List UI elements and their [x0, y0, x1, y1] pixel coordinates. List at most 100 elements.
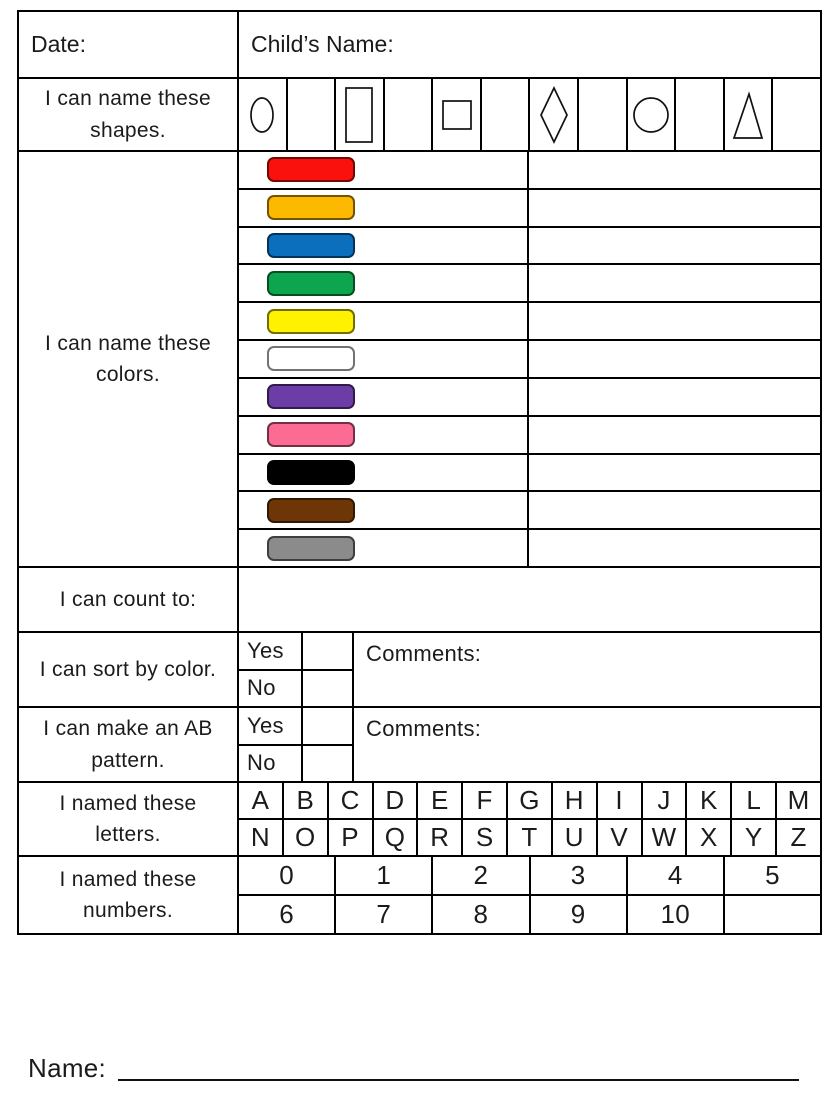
ab-pattern-row: I can make an AB pattern. Yes No Comment… — [19, 706, 820, 781]
letter-cell-R[interactable]: R — [416, 820, 461, 855]
letter-cell-P[interactable]: P — [326, 820, 372, 855]
shape-cell-oval — [239, 79, 286, 150]
letter-cell-D[interactable]: D — [371, 783, 417, 818]
color-row-green — [239, 263, 820, 302]
oval-icon — [250, 96, 275, 133]
number-cell-5[interactable]: 5 — [722, 857, 820, 894]
purple-swatch-cell — [239, 379, 527, 415]
number-cell-10[interactable]: 10 — [625, 896, 723, 933]
green-answer-cell[interactable] — [527, 265, 820, 302]
letter-cell-I[interactable]: I — [595, 783, 641, 818]
letter-cell-O[interactable]: O — [281, 820, 327, 855]
letter-cell-F[interactable]: F — [461, 783, 506, 818]
number-cell-7[interactable]: 7 — [334, 896, 431, 933]
shape-cell-circle — [625, 79, 675, 150]
yellow-answer-cell[interactable] — [527, 303, 820, 340]
brown-answer-cell[interactable] — [527, 492, 820, 529]
white-answer-cell[interactable] — [527, 341, 820, 377]
sort-no-checkbox[interactable] — [301, 670, 352, 706]
sort-by-color-row: I can sort by color. Yes No Comments: — [19, 631, 820, 706]
colors-grid — [237, 152, 820, 566]
letters-row-label: I named these letters. — [59, 791, 197, 847]
letter-cell-A[interactable]: A — [251, 785, 270, 815]
count-answer-cell[interactable] — [237, 568, 820, 631]
sort-comments-label: Comments: — [366, 641, 482, 666]
shape-answer-cell[interactable] — [285, 79, 335, 150]
ab-yes-checkbox[interactable] — [301, 708, 352, 744]
number-cell-0[interactable]: 0 — [279, 860, 294, 890]
diamond-icon — [539, 85, 568, 144]
assessment-table: Date: Child’s Name: I can name these sha… — [17, 10, 822, 935]
blue-answer-cell[interactable] — [527, 227, 820, 264]
letter-cell-E[interactable]: E — [416, 783, 461, 818]
letter-cell-T[interactable]: T — [506, 820, 551, 855]
square-icon — [441, 99, 472, 130]
black-answer-cell[interactable] — [527, 454, 820, 491]
letter-cell-N[interactable]: N — [250, 822, 270, 852]
child-name-field[interactable]: Child’s Name: — [237, 12, 820, 77]
orange-answer-cell[interactable] — [527, 189, 820, 226]
sort-row-label: I can sort by color. — [39, 657, 217, 681]
date-field[interactable]: Date: — [19, 12, 237, 77]
letter-cell-C[interactable]: C — [326, 783, 372, 818]
letter-cell-K[interactable]: K — [685, 783, 730, 818]
sort-comments-field[interactable]: Comments: — [352, 633, 820, 706]
ab-comments-label: Comments: — [366, 716, 482, 741]
letter-cell-M[interactable]: M — [775, 783, 820, 818]
purple-swatch — [267, 384, 355, 410]
letter-cell-Y[interactable]: Y — [730, 820, 775, 855]
letter-cell-J[interactable]: J — [640, 783, 686, 818]
ab-no-checkbox[interactable] — [301, 745, 352, 781]
number-cell-3[interactable]: 3 — [528, 857, 626, 894]
brown-swatch-cell — [239, 492, 527, 528]
orange-swatch — [267, 195, 355, 221]
header-row: Date: Child’s Name: — [19, 12, 820, 77]
number-cell-1[interactable]: 1 — [334, 857, 431, 894]
number-cell-8[interactable]: 8 — [431, 896, 528, 933]
letter-cell-Z[interactable]: Z — [775, 820, 820, 855]
number-cell-4[interactable]: 4 — [625, 857, 723, 894]
ab-yes-label: Yes — [247, 712, 284, 738]
number-cell-9[interactable]: 9 — [528, 896, 626, 933]
gray-answer-cell[interactable] — [527, 530, 820, 566]
color-row-yellow — [239, 301, 820, 340]
letter-cell-U[interactable]: U — [550, 820, 596, 855]
letter-cell-B[interactable]: B — [281, 783, 327, 818]
numbers-row-label: I named these numbers. — [59, 867, 197, 923]
green-swatch-cell — [239, 265, 527, 301]
red-answer-cell[interactable] — [527, 152, 820, 188]
ab-comments-field[interactable]: Comments: — [352, 708, 820, 781]
shape-answer-cell[interactable] — [382, 79, 432, 150]
color-row-blue — [239, 225, 820, 264]
number-cell-blank[interactable] — [722, 896, 820, 933]
shape-answer-cell[interactable] — [479, 79, 529, 150]
shape-answer-cell[interactable] — [577, 79, 626, 150]
sort-yes-label: Yes — [247, 637, 284, 663]
date-label: Date: — [31, 31, 86, 57]
letter-cell-X[interactable]: X — [685, 820, 730, 855]
name-write-line[interactable] — [118, 1079, 799, 1081]
letter-cell-H[interactable]: H — [550, 783, 596, 818]
footer-name-label: Name: — [28, 1053, 107, 1083]
sort-yes-row: Yes — [239, 633, 352, 669]
letter-cell-L[interactable]: L — [730, 783, 775, 818]
color-row-red — [239, 152, 820, 188]
shape-answer-cell[interactable] — [674, 79, 723, 150]
color-row-brown — [239, 490, 820, 529]
gray-swatch-cell — [239, 530, 527, 566]
letter-cell-G[interactable]: G — [506, 783, 551, 818]
letter-cell-V[interactable]: V — [595, 820, 641, 855]
shape-answer-cell[interactable] — [771, 79, 820, 150]
letter-cell-Q[interactable]: Q — [371, 820, 417, 855]
letter-cell-S[interactable]: S — [461, 820, 506, 855]
green-swatch — [267, 270, 355, 296]
pink-answer-cell[interactable] — [527, 416, 820, 453]
number-cell-6[interactable]: 6 — [279, 899, 294, 929]
number-cell-2[interactable]: 2 — [431, 857, 528, 894]
colors-row-label: I can name these colors. — [45, 331, 211, 387]
shape-cell-rectangle — [334, 79, 383, 150]
letter-cell-W[interactable]: W — [640, 820, 686, 855]
sort-yes-checkbox[interactable] — [301, 633, 352, 669]
purple-answer-cell[interactable] — [527, 378, 820, 415]
shape-cell-square — [431, 79, 480, 150]
